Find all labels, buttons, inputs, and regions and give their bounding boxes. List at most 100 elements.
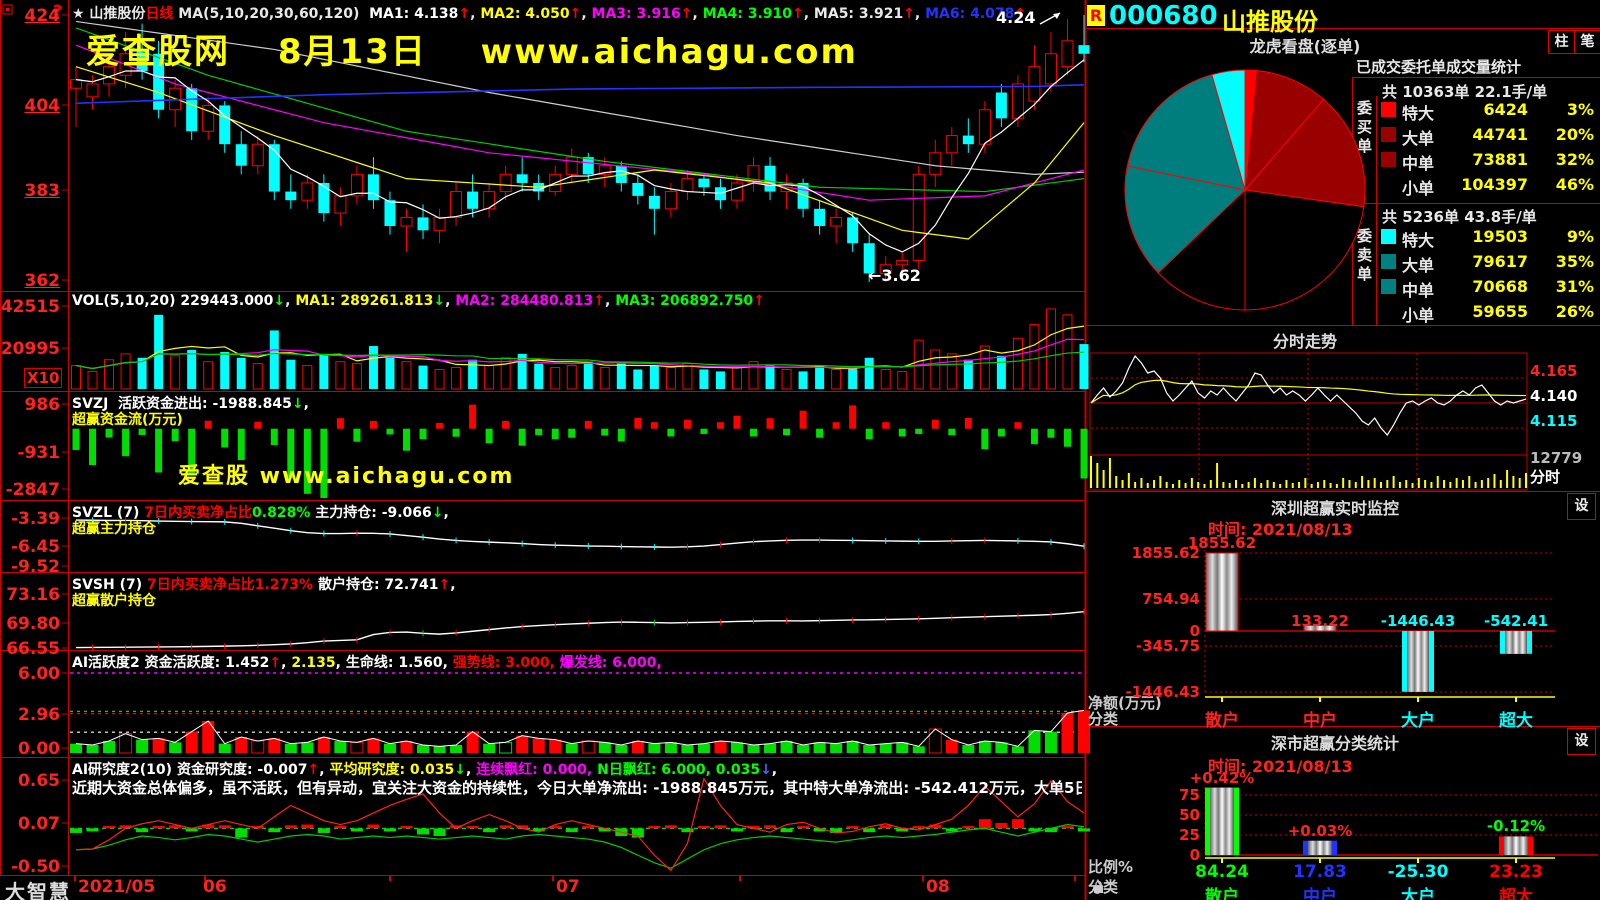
header-segment: 2.135 (291, 655, 336, 671)
swatch-buy (1381, 127, 1396, 142)
monitor-settings-button[interactable]: 设 (1567, 493, 1596, 520)
classify-category-label: 中户 (1303, 887, 1337, 900)
svzj-label: 超赢资金流(万元) (72, 412, 183, 428)
classify-bar-value: 17.83 (1293, 862, 1347, 882)
monitor-axis-tick: 754.94 (1142, 590, 1200, 608)
order-row-volume: 73881 (1472, 150, 1528, 169)
classify-settings-button[interactable]: 设 (1567, 728, 1596, 755)
monitor-category-label: 大户 (1401, 711, 1435, 731)
axis-tick-label: 424 (24, 6, 61, 26)
header-segment: 连续飘红: 0.000, (476, 762, 598, 778)
header-segment: SVZJ 活跃资金进出: -1988.845 (72, 396, 292, 412)
monitor-axis-tick: 1855.62 (1131, 544, 1200, 562)
order-row-name: 特大 (1402, 104, 1435, 123)
header-segment: 日线 (145, 6, 174, 22)
order-row-name: 中单 (1402, 154, 1435, 173)
header-segment: ↓ (454, 762, 466, 778)
order-row-volume: 6424 (1483, 100, 1528, 119)
order-row-volume: 79617 (1472, 252, 1528, 271)
header-segment: N日飘红: 6.000, 0.035 (597, 762, 761, 778)
header-segment: MA4: 3.910 (702, 6, 792, 22)
svzl-label: 超赢主力持仓 (72, 521, 156, 537)
header-segment: ↑ (753, 293, 765, 309)
header-segment: 1.273% (254, 577, 314, 593)
date-label: 07 (556, 877, 580, 897)
axis-tick-label: -0.50 (11, 857, 60, 877)
classify-pct-label: +0.03% (1287, 821, 1353, 840)
dragon-panel-title: 龙虎看盘(逐单) (1249, 37, 1361, 56)
header-segment: 7日内买卖净占比 (144, 505, 253, 521)
header-segment: VOL(5,10,20) 229443.000 (72, 293, 274, 309)
watermark-brand: 爱查股网 (86, 32, 230, 72)
axis-tick-label: 0.07 (18, 814, 60, 834)
classify-axis-label: 分类 (1088, 878, 1119, 896)
stock-name: 山推股份 (1222, 8, 1318, 36)
classify-pct-label: -0.12% (1486, 817, 1546, 836)
watermark: 爱查股网 8月13日 www.aichagu.com (86, 24, 858, 73)
header-segment: MA6: 4.078 (925, 6, 1015, 22)
header-segment: AI活跃度2 资金活跃度: 1.452 (72, 655, 270, 671)
ai-research-header: AI研究度2(10) 资金研究度: -0.007↑, 平均研究度: 0.035↓… (72, 759, 777, 779)
header-segment: ↑ (593, 293, 605, 309)
swatch-buy (1381, 102, 1396, 117)
date-label: 06 (203, 877, 227, 897)
watermark-url: www.aichagu.com (480, 32, 858, 72)
ai-research-comment: 近期大资金总体偏多，虽不活跃，但有异动，宜关注大资金的持续性，今日大单净流出: … (72, 779, 1082, 797)
header-segment: 强势线: 3.000, (452, 655, 560, 671)
header-segment: ↓ (431, 505, 444, 521)
swatch-sell (1381, 254, 1396, 269)
header-segment: 7日内买卖净占比 (147, 577, 255, 593)
order-row-percent: 31% (1555, 277, 1594, 296)
order-row-name: 大单 (1402, 256, 1435, 275)
header-segment: , (443, 505, 449, 521)
order-row-volume: 59655 (1472, 302, 1528, 321)
axis-tick-label: -6.45 (11, 537, 60, 557)
classify-unit-label: 比例% (1088, 858, 1134, 876)
header-segment: 生命线: 1.560, (345, 655, 453, 671)
header-segment: 0.828% (252, 505, 311, 521)
header-segment: MA1: 289261.813 (295, 293, 434, 309)
axis-tick-label: 0.00 (18, 739, 60, 759)
buy-side-label: 委买单 (1355, 100, 1373, 157)
header-segment: ↓ (291, 396, 304, 412)
header-segment: MA3: 3.916 (591, 6, 681, 22)
order-row-name: 小单 (1402, 179, 1435, 198)
pen-mode-button[interactable]: 笔 (1574, 30, 1600, 54)
classify-bar-value: 84.24 (1195, 862, 1249, 882)
svsh-header: SVSH (7) 7日内买卖净占比1.273% 散户持仓: 72.741↑, (72, 574, 456, 594)
monitor-axis-tick: 0 (1189, 622, 1200, 640)
axis-tick-label: 0.65 (18, 771, 60, 791)
column-mode-button[interactable]: 柱 (1548, 30, 1575, 54)
monitor-category-label: 中户 (1303, 711, 1337, 731)
help-icon[interactable]: ? (53, 1, 63, 20)
svzj-header: SVZJ 活跃资金进出: -1988.845↓, (72, 393, 309, 413)
header-segment: ↓ (273, 293, 286, 309)
watermark-small: 爱查股 www.aichagu.com (178, 464, 515, 489)
classify-axis-tick: 50 (1179, 806, 1200, 824)
order-row-percent: 9% (1566, 227, 1594, 246)
header-segment: ↑ (680, 6, 693, 22)
minute-axis-label: 4.165 (1530, 362, 1578, 380)
classify-bar-value: -25.30 (1387, 862, 1449, 882)
classify-panel-title: 深市超赢分类统计 (1270, 734, 1399, 753)
axis-tick-label: 362 (24, 271, 61, 291)
header-segment: , (335, 655, 346, 671)
order-row-percent: 35% (1555, 252, 1594, 271)
classify-category-label: 大户 (1401, 887, 1435, 900)
stock-code: 000680 (1109, 1, 1218, 31)
axis-tick-label: 404 (24, 96, 61, 116)
minute-axis-label: 4.140 (1530, 387, 1578, 405)
header-segment: ↓ (433, 293, 446, 309)
order-row-volume: 104397 (1461, 175, 1528, 194)
date-label: 2021/05 (78, 877, 156, 897)
header-segment: ↑ (307, 762, 320, 778)
stock-badge: R (1087, 5, 1105, 26)
header-segment: ↑ (569, 6, 582, 22)
header-segment: MA3: 206892.750 (615, 293, 754, 309)
brand-label: 大智慧 (5, 880, 71, 900)
order-row-percent: 3% (1566, 100, 1594, 119)
classify-pct-label: +0.42% (1189, 768, 1255, 787)
sell-summary: 共 5236单 43.8手/单 (1382, 208, 1537, 226)
monitor-unit-label: 净额(万元) (1088, 694, 1162, 712)
